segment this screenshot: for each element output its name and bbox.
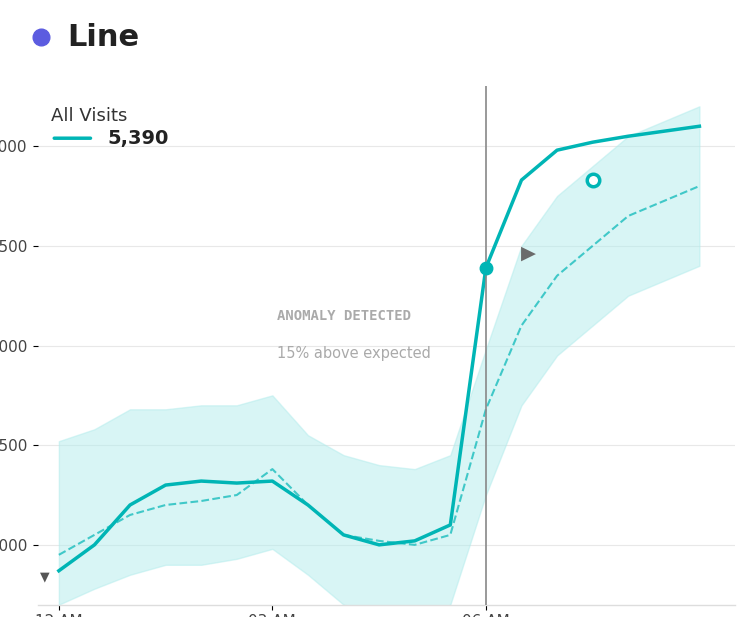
Text: 15% above expected: 15% above expected bbox=[277, 346, 430, 360]
Text: 5,390: 5,390 bbox=[277, 215, 374, 244]
Text: 06 AM Thu Feb 24, 2022: 06 AM Thu Feb 24, 2022 bbox=[277, 165, 455, 180]
Text: All Visits: All Visits bbox=[52, 107, 128, 125]
Text: 5,390: 5,390 bbox=[107, 129, 169, 147]
Text: ANOMALY DETECTED: ANOMALY DETECTED bbox=[277, 308, 410, 323]
Text: All Visits: All Visits bbox=[277, 259, 340, 274]
Text: Line: Line bbox=[68, 22, 140, 52]
Text: ▼: ▼ bbox=[40, 571, 50, 584]
Text: ▶: ▶ bbox=[521, 244, 536, 263]
